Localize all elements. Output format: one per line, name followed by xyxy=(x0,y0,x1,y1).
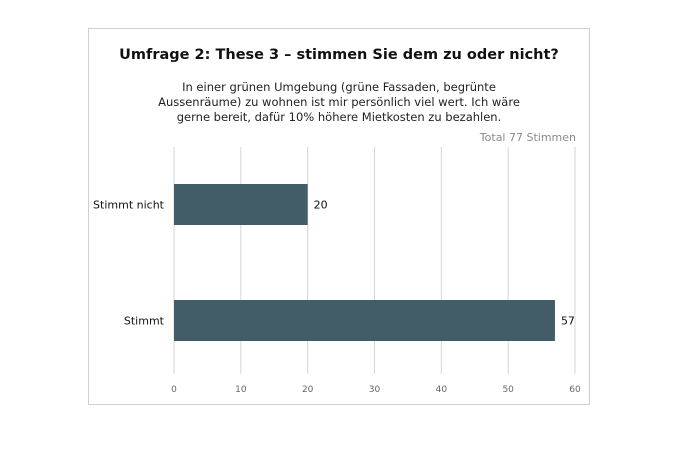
bar-stimmt xyxy=(174,300,555,341)
x-tick-label: 50 xyxy=(502,385,514,395)
bar-plot: 0 10 20 30 40 50 60 Stimmt nicht 20 Stimmt 57 xyxy=(93,147,581,395)
x-tick-label: 30 xyxy=(369,385,381,395)
chart-title: Umfrage 2: These 3 – stimmen Sie dem zu … xyxy=(119,47,559,63)
category-label: Stimmt nicht xyxy=(93,199,165,212)
chart-subtitle: In einer grünen Umgebung (grüne Fassaden… xyxy=(158,80,520,124)
total-votes-label: Total 77 Stimmen xyxy=(479,131,576,144)
category-label: Stimmt xyxy=(124,315,165,328)
bar-value-label: 57 xyxy=(561,315,575,328)
x-tick-label: 20 xyxy=(302,385,314,395)
x-tick-label: 0 xyxy=(171,385,177,395)
chart-card: Umfrage 2: These 3 – stimmen Sie dem zu … xyxy=(88,28,590,405)
bar-value-label: 20 xyxy=(314,199,328,212)
bar-stimmt-nicht xyxy=(174,184,308,225)
x-tick-label: 10 xyxy=(235,385,247,395)
x-tick-label: 40 xyxy=(436,385,448,395)
x-tick-label: 60 xyxy=(569,385,581,395)
